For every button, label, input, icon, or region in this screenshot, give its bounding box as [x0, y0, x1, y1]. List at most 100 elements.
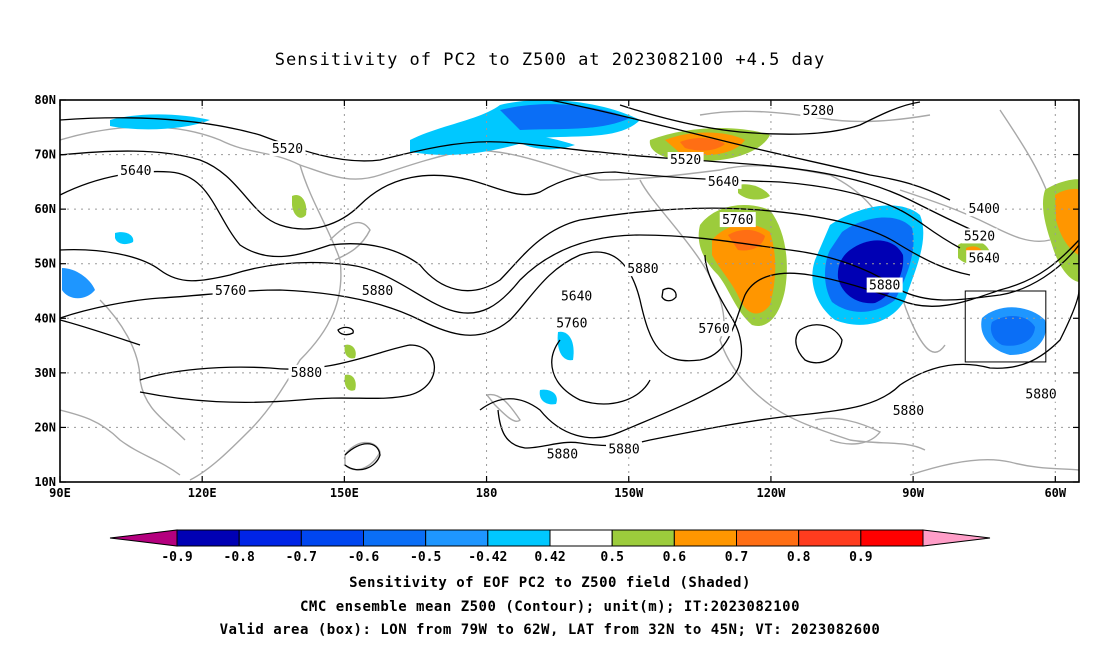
contour-label: 5400: [969, 202, 1000, 217]
lat-tick-label: 80N: [34, 93, 56, 107]
map-axes: 90E 120E 150E 180 150W 120W 90W 60W 80N 70N 60N 50N…: [34, 93, 1079, 500]
contour-label: 5640: [561, 289, 592, 304]
colorbar-triangle-low: [109, 529, 178, 547]
colorbar-level-label: 0.9: [849, 550, 872, 565]
z500-contours: [60, 100, 1079, 471]
contour-label: 5880: [627, 262, 658, 277]
lon-tick-label: 180: [476, 486, 498, 500]
contour-label-bg-7: [961, 228, 998, 244]
colorbar-swatch: [798, 529, 862, 547]
colorbar-swatch: [238, 529, 302, 547]
colorbar-level-label: -0.7: [286, 550, 317, 565]
lat-tick-label: 10N: [34, 475, 56, 489]
colorbar-swatch: [860, 529, 924, 547]
contour-label-bg-14: [553, 315, 590, 331]
contour-label: 5640: [120, 164, 151, 179]
colorbar-level-label: -0.42: [468, 550, 507, 565]
contour-label-bg-8: [966, 250, 1003, 266]
shade-e-pos: [738, 184, 770, 200]
shade-far-e-pos-mid: [1055, 188, 1079, 255]
graticule: [60, 100, 1079, 482]
lon-tick-label: 60W: [1044, 486, 1066, 500]
lat-tick-label: 40N: [34, 311, 56, 325]
valid-area-box: [964, 290, 1047, 363]
contour-label-bg-16: [288, 364, 325, 380]
colorbar-level-label: 0.8: [787, 550, 811, 565]
contour-label-bg-18: [1023, 386, 1060, 402]
lon-tick-label: 90W: [902, 486, 924, 500]
lat-tick-label: 30N: [34, 366, 56, 380]
contour-label-bg-13: [558, 288, 595, 304]
contour-label: 5640: [969, 251, 1000, 266]
contour-label-bg-1: [269, 141, 306, 157]
shade-small-neg-2: [557, 331, 574, 361]
colorbar-level-label: -0.6: [348, 550, 379, 565]
contour-label: 5520: [964, 229, 995, 244]
contour-label-bg-4: [705, 173, 742, 189]
colorbar: -0.9 -0.8 -0.7 -0.6 -0.5 -0.42 0.42 0.5 0.6 0.7 0.…: [109, 529, 991, 565]
colorbar-level-label: -0.9: [161, 550, 192, 565]
lon-tick-label: 120W: [756, 486, 786, 500]
caption-line-2: CMC ensemble mean Z500 (Contour); unit(m…: [299, 599, 800, 615]
sensitivity-shading: [62, 100, 1079, 405]
colorbar-swatch: [673, 529, 737, 547]
contour-label: 5880: [362, 284, 393, 299]
colorbar-level-label: -0.5: [410, 550, 441, 565]
contour-label: 5880: [893, 404, 924, 419]
shade-asia-pos-1: [292, 194, 307, 218]
lat-tick-label: 70N: [34, 148, 56, 162]
colorbar-level-label: 0.42: [534, 550, 565, 565]
contour-label: 5520: [272, 142, 303, 157]
colorbar-swatch: [176, 529, 240, 547]
colorbar-level-label: 0.7: [725, 550, 748, 565]
contour-label: 5880: [608, 442, 639, 457]
colorbar-level-label: 0.5: [600, 550, 623, 565]
contour-label: 5760: [215, 284, 246, 299]
contour-label-bg-20: [544, 446, 581, 462]
contour-label: 5760: [556, 317, 587, 332]
contour-label-bg-2: [667, 152, 704, 168]
lon-tick-label: 150E: [330, 486, 359, 500]
contour-label: 5760: [722, 213, 753, 228]
contour-label-bg-10: [866, 277, 903, 293]
shade-atl-neg-mid: [990, 315, 1035, 346]
lat-tick-label: 50N: [34, 257, 56, 271]
caption-line-3: Valid area (box): LON from 79W to 62W, L…: [219, 622, 881, 638]
contour-label: 5520: [670, 153, 701, 168]
colorbar-level-label: 0.6: [663, 550, 687, 565]
shade-small-neg-3: [539, 389, 557, 405]
lat-tick-label: 20N: [34, 420, 56, 434]
colorbar-swatch: [611, 529, 675, 547]
contour-label: 5880: [869, 279, 900, 294]
shade-asia-pos-3: [344, 374, 356, 391]
contour-label-bg-5: [719, 212, 756, 228]
colorbar-swatch: [425, 529, 489, 547]
shade-asia-pos-2: [344, 344, 356, 359]
colorbar-swatch: [736, 529, 800, 547]
lon-tick-label: 150W: [614, 486, 644, 500]
contour-label-bg-19: [606, 441, 643, 457]
contour-labels: 5280 5520 5520 5640 5640 5760 5400 5520 5640 5880…: [117, 102, 1060, 463]
lon-tick-label: 120E: [188, 486, 217, 500]
shade-small-neg-1: [115, 232, 134, 245]
contour-label: 5880: [547, 448, 578, 463]
page-title: Sensitivity of PC2 to Z500 at 2023082100…: [274, 50, 826, 70]
map-frame: [59, 99, 1080, 483]
contour-label-bg-9: [624, 261, 661, 277]
contour-label-bg-17: [890, 403, 927, 419]
lon-tick-label: 90E: [49, 486, 71, 500]
contour-label-bg-3: [117, 162, 154, 178]
colorbar-triangle-high: [922, 529, 991, 547]
contour-label-bg-0: [800, 102, 837, 118]
contour-label: 5880: [291, 366, 322, 381]
contour-label-bg-11: [212, 283, 249, 298]
contour-label-bg-6: [966, 201, 1003, 217]
caption-line-1: Sensitivity of EOF PC2 to Z500 field (Sh…: [349, 575, 751, 591]
contour-label: 5760: [698, 322, 729, 337]
contour-label: 5640: [708, 175, 739, 190]
shade-arctic-pos-strong: [680, 138, 725, 151]
contour-label-bg-12: [359, 283, 396, 298]
contour-label: 5280: [803, 104, 834, 119]
colorbar-level-label: -0.8: [224, 550, 255, 565]
